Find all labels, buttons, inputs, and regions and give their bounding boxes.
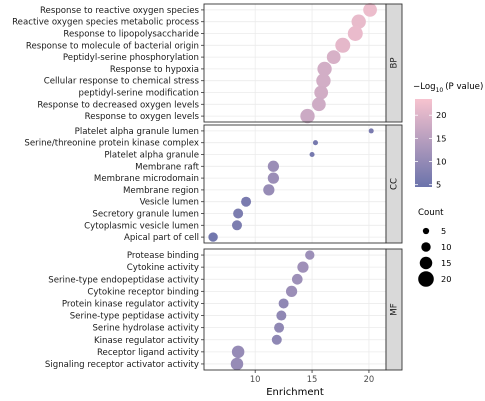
data-point (233, 208, 244, 219)
x-tick-label: 10 (250, 374, 261, 384)
data-point (335, 37, 351, 53)
term-label: Membrane raft (135, 162, 199, 172)
facet-label: MF (390, 303, 400, 315)
data-point (351, 14, 366, 29)
data-point (312, 97, 326, 112)
term-label: Protein kinase regulator activity (62, 299, 199, 309)
term-label: Protease binding (127, 251, 199, 261)
term-label: Membrane region (123, 186, 199, 196)
facet-strip (385, 3, 403, 123)
data-point (316, 73, 331, 88)
term-label: Response to hypoxia (110, 65, 199, 75)
data-point (314, 85, 329, 100)
term-label: Membrane microdomain (94, 174, 199, 184)
term-label: Vesicle lumen (140, 198, 199, 208)
color-tick-label: 20 (436, 110, 446, 120)
term-label: Secretory granule lumen (92, 210, 199, 220)
data-point (263, 184, 275, 196)
facet-strip (385, 248, 403, 371)
size-legend-key (421, 242, 431, 252)
x-tick-label: 20 (364, 374, 375, 384)
data-point (347, 26, 363, 41)
color-tick-label: 15 (436, 133, 446, 143)
term-label: Cytoplasmic vesicle lumen (84, 221, 199, 231)
term-label: Reactive oxygen species metabolic proces… (12, 18, 199, 28)
data-point (230, 357, 244, 371)
term-label: Cytokine receptor binding (87, 287, 199, 297)
size-legend: Count 5 10 15 20 (418, 208, 451, 287)
term-label: Platelet alpha granule lumen (75, 127, 199, 137)
color-legend: −Log10 (P value) 5 10 15 20 (413, 82, 483, 190)
data-point (278, 298, 289, 309)
term-label: Kinase regulator activity (94, 336, 199, 346)
term-label: Platelet alpha granule (104, 151, 199, 161)
color-legend-title: −Log10 (P value) (413, 82, 483, 94)
term-label: Receptor ligand activity (97, 348, 199, 358)
data-point (363, 3, 377, 17)
term-label: Response to reactive oxygen species (40, 6, 200, 16)
data-point (208, 232, 218, 242)
term-label: Response to oxygen levels (85, 112, 200, 122)
term-label: Cytokine activity (127, 263, 199, 273)
panel-bp: Response to reactive oxygen species React… (12, 3, 403, 124)
x-tick-label: 15 (307, 374, 318, 384)
data-point (241, 196, 252, 207)
term-label: Apical part of cell (124, 233, 199, 243)
term-label: Response to decreased oxygen levels (37, 100, 199, 110)
color-tick-label: 10 (436, 157, 446, 167)
data-point (267, 160, 280, 172)
data-point (326, 50, 341, 64)
data-point (285, 285, 298, 297)
facet-label: CC (390, 178, 400, 190)
data-point (231, 345, 245, 359)
size-legend-label: 10 (441, 242, 451, 252)
x-axis: 10 15 20 Enrichment (250, 370, 374, 398)
size-legend-label: 20 (441, 274, 451, 284)
panel-mf: Protease binding Cytokine activity Serine-… (45, 248, 403, 371)
facet-strip (385, 124, 403, 244)
data-point (291, 273, 303, 285)
term-label: Serine hydrolase activity (92, 324, 199, 334)
data-point (271, 334, 282, 345)
data-point (368, 128, 374, 134)
x-axis-title: Enrichment (266, 387, 324, 398)
size-legend-label: 15 (441, 258, 451, 268)
facet-label: BP (390, 57, 400, 68)
size-legend-key (422, 227, 430, 235)
size-legend-key (418, 271, 434, 287)
color-tick-label: 5 (436, 180, 441, 190)
term-label: Response to molecule of bacterial origin (26, 41, 199, 51)
data-point (231, 220, 242, 231)
data-point (267, 172, 280, 184)
term-label: Serine/threonine protein kinase complex (24, 139, 199, 149)
term-label: Serine-type endopeptidase activity (48, 275, 199, 285)
data-point (274, 322, 285, 333)
term-label: Response to lipopolysaccharide (63, 30, 199, 40)
data-point (312, 140, 319, 146)
size-legend-label: 5 (441, 226, 446, 236)
data-point (297, 261, 309, 273)
data-point (300, 108, 315, 124)
color-bar (415, 99, 432, 187)
term-label: Peptidyl-serine phosphorylation (63, 53, 199, 63)
term-label: Signaling receptor activator activity (45, 360, 199, 370)
data-point (276, 310, 287, 321)
size-legend-key (419, 256, 433, 270)
term-label: peptidyl-serine modification (79, 89, 199, 99)
panel-cc: Platelet alpha granule lumen Serine/threo… (24, 124, 403, 244)
data-point (317, 61, 332, 77)
term-label: Serine-type peptidase activity (70, 312, 199, 322)
term-label: Cellular response to chemical stress (44, 77, 200, 87)
data-point (305, 250, 315, 260)
data-point (309, 151, 315, 158)
size-legend-title: Count (418, 208, 444, 218)
